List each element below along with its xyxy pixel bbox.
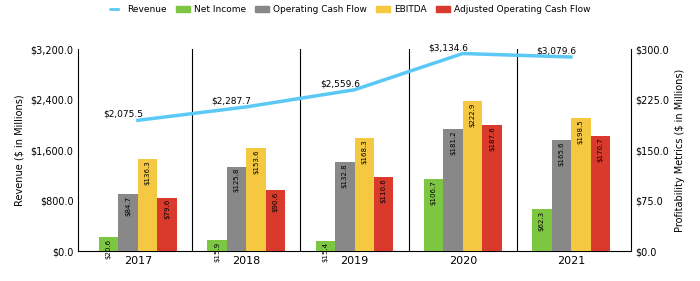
Bar (246, 148, 266, 251)
Text: $132.8: $132.8 (342, 163, 348, 188)
Text: $170.7: $170.7 (597, 138, 603, 162)
Text: $79.6: $79.6 (164, 199, 170, 219)
Text: $15.4: $15.4 (322, 242, 328, 262)
Bar (443, 129, 463, 251)
Text: $110.6: $110.6 (381, 178, 386, 203)
Bar (591, 136, 610, 251)
Text: $3,134.6: $3,134.6 (428, 43, 468, 52)
Bar (227, 167, 246, 251)
Text: $2,075.5: $2,075.5 (104, 110, 144, 119)
Bar (482, 125, 502, 251)
Bar (118, 194, 138, 251)
Bar (266, 190, 285, 251)
Text: $181.2: $181.2 (450, 131, 456, 155)
Bar (424, 179, 443, 251)
Bar (138, 160, 158, 251)
Bar (354, 138, 374, 251)
Bar (532, 209, 552, 251)
Text: $90.6: $90.6 (272, 191, 279, 212)
Y-axis label: Revenue ($ in Millions): Revenue ($ in Millions) (15, 94, 25, 206)
Bar (207, 241, 227, 251)
Text: $3,079.6: $3,079.6 (536, 47, 577, 56)
Bar (552, 140, 571, 251)
Bar (316, 241, 335, 251)
Text: $2,559.6: $2,559.6 (320, 79, 360, 88)
Bar (99, 237, 118, 251)
Legend: Revenue, Net Income, Operating Cash Flow, EBITDA, Adjusted Operating Cash Flow: Revenue, Net Income, Operating Cash Flow… (106, 2, 594, 18)
Text: $222.9: $222.9 (470, 103, 475, 127)
Text: $198.5: $198.5 (578, 119, 584, 144)
Bar (158, 198, 177, 251)
Text: $2,287.7: $2,287.7 (211, 96, 251, 105)
Text: $153.6: $153.6 (253, 149, 259, 174)
Text: $20.6: $20.6 (106, 239, 112, 259)
Text: $187.6: $187.6 (489, 126, 495, 151)
Bar (374, 177, 393, 251)
Text: $168.3: $168.3 (361, 139, 368, 164)
Text: $136.3: $136.3 (145, 161, 150, 185)
Text: $84.7: $84.7 (125, 196, 131, 216)
Text: $15.9: $15.9 (214, 242, 220, 262)
Text: $62.3: $62.3 (539, 210, 545, 231)
Bar (463, 101, 482, 251)
Bar (571, 118, 591, 251)
Bar (335, 162, 354, 251)
Y-axis label: Profitability Metrics ($ in Millions): Profitability Metrics ($ in Millions) (675, 69, 685, 232)
Text: $125.8: $125.8 (234, 168, 239, 192)
Text: $165.6: $165.6 (559, 141, 564, 166)
Text: $106.7: $106.7 (430, 181, 437, 205)
